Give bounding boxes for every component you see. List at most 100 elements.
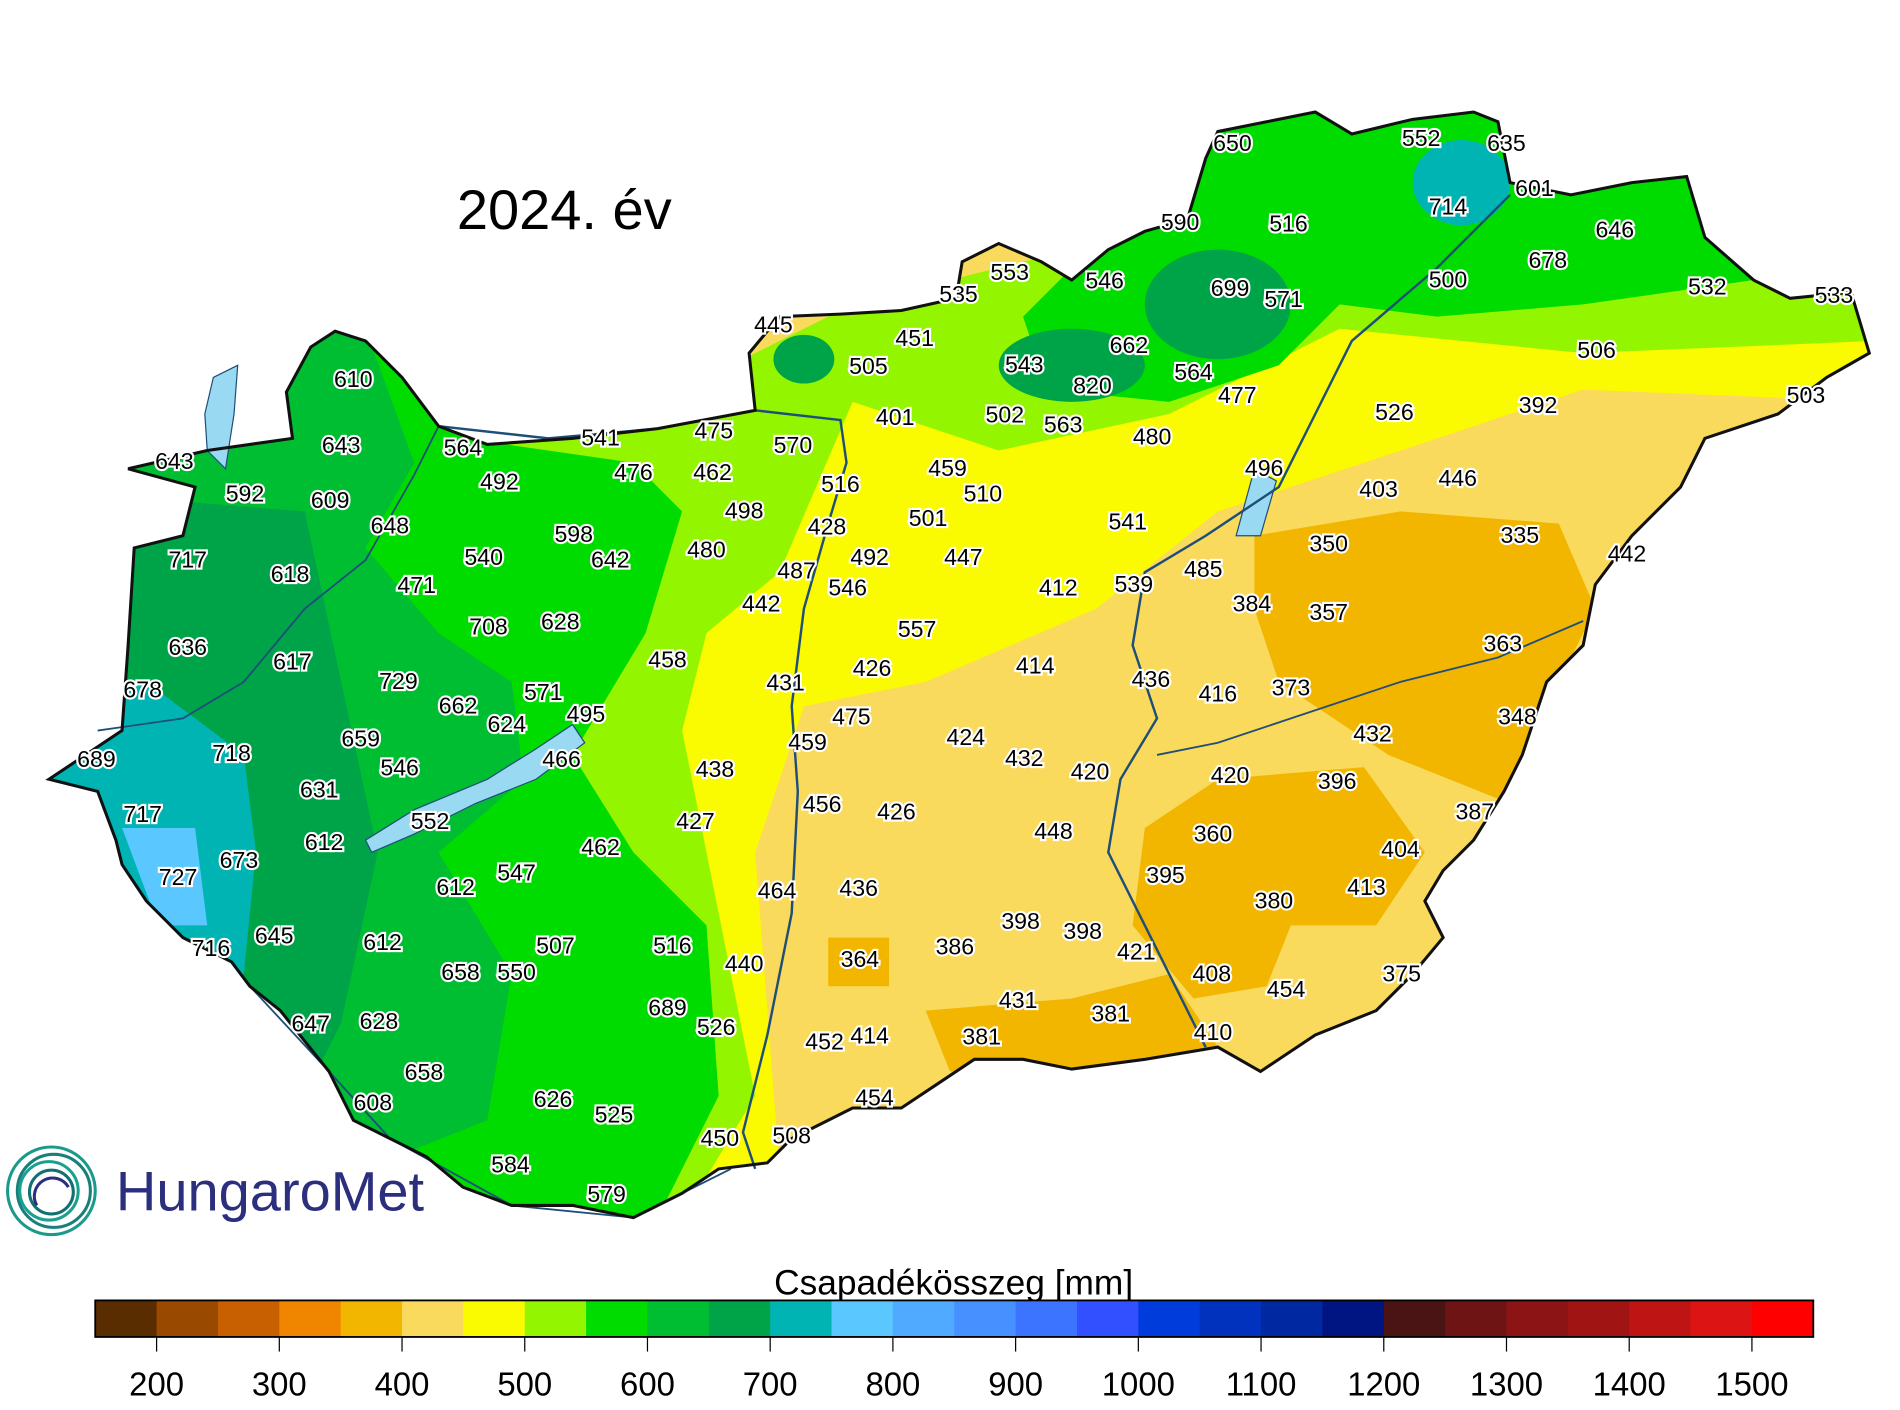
station-value-label: 564	[1174, 359, 1213, 385]
station-value-label: 381	[962, 1024, 1001, 1050]
colorbar-tick-label: 1500	[1715, 1365, 1788, 1402]
station-value-label: 717	[123, 801, 162, 827]
station-value-label: 381	[1091, 1001, 1130, 1027]
colorbar-tick-label: 200	[129, 1365, 184, 1402]
station-value-label: 635	[1487, 130, 1526, 156]
station-value-label: 612	[305, 829, 344, 855]
station-value-label: 424	[947, 724, 986, 750]
colorbar-swatch	[647, 1300, 710, 1337]
colorbar-swatch	[1506, 1300, 1569, 1337]
colorbar-swatch	[1383, 1300, 1446, 1337]
colorbar-swatch	[217, 1300, 280, 1337]
colorbar-swatch	[1629, 1300, 1692, 1337]
colorbar-swatch	[95, 1300, 158, 1337]
station-value-label: 699	[1211, 275, 1250, 301]
station-value-label: 384	[1233, 590, 1272, 616]
station-value-label: 571	[524, 679, 563, 705]
station-value-label: 373	[1272, 674, 1311, 700]
station-value-label: 584	[491, 1152, 530, 1178]
colorbar-tick-label: 900	[988, 1365, 1043, 1402]
station-value-label: 678	[1529, 247, 1568, 273]
colorbar-swatch	[770, 1300, 833, 1337]
colorbar-swatch	[279, 1300, 342, 1337]
lake-neusiedl	[204, 364, 239, 471]
river-koros	[1156, 620, 1584, 756]
station-value-label: 477	[1218, 382, 1257, 408]
station-value-label: 464	[758, 878, 797, 904]
station-value-label: 459	[788, 729, 827, 755]
colorbar-tick-label: 1400	[1593, 1365, 1666, 1402]
station-value-label: 546	[380, 755, 419, 781]
hungaromet-logo: HungaroMet	[6, 1145, 425, 1237]
colorbar-swatch	[831, 1300, 894, 1337]
station-value-label: 658	[405, 1059, 444, 1085]
station-value-label: 539	[1115, 571, 1154, 597]
station-value-label: 450	[701, 1125, 740, 1151]
station-value-label: 659	[341, 725, 380, 751]
station-value-label: 642	[591, 546, 630, 572]
station-value-label: 447	[944, 544, 983, 570]
station-value-label: 436	[1132, 666, 1171, 692]
station-value-label: 476	[614, 459, 653, 485]
station-value-label: 570	[774, 432, 813, 458]
station-value-label: 458	[648, 646, 687, 672]
station-value-label: 503	[1787, 382, 1826, 408]
river-tisza	[1107, 193, 1511, 1048]
station-value-label: 636	[168, 634, 207, 660]
colorbar-ticks: 200 300 400 500 600 700 800 900 1000 1100 1200 1300…	[129, 1336, 1788, 1402]
station-value-label: 475	[694, 417, 733, 443]
station-value-label: 475	[832, 704, 871, 730]
station-value-label: 501	[909, 505, 948, 531]
station-value-label: 480	[1133, 423, 1172, 449]
station-value-label: 456	[803, 791, 842, 817]
map-title: 2024. év	[457, 178, 672, 241]
station-value-label: 612	[363, 929, 402, 955]
station-value-label: 546	[1085, 268, 1124, 294]
station-value-label: 440	[725, 951, 764, 977]
station-value-label: 420	[1071, 758, 1110, 784]
station-value-label: 495	[567, 701, 606, 727]
station-value-label: 541	[581, 425, 620, 451]
station-value-label: 507	[536, 932, 575, 958]
colorbar-tick-label: 1200	[1347, 1365, 1420, 1402]
station-value-label: 496	[1245, 455, 1284, 481]
colorbar-tick-label: 400	[375, 1365, 430, 1402]
station-value-label: 564	[444, 434, 483, 460]
station-value-label: 442	[742, 590, 781, 616]
station-value-label: 610	[334, 366, 373, 392]
station-value-label: 647	[291, 1010, 330, 1036]
station-value-label: 598	[554, 521, 593, 547]
station-value-label: 414	[850, 1023, 889, 1049]
colorbar-tick-label: 500	[497, 1365, 552, 1402]
station-value-label: 552	[1402, 125, 1441, 151]
station-value-label: 601	[1515, 175, 1554, 201]
station-value-label: 387	[1455, 798, 1494, 824]
station-value-label: 487	[777, 557, 816, 583]
logo-swirl-icon	[6, 1145, 97, 1237]
station-value-label: 485	[1184, 556, 1223, 582]
station-value-label: 395	[1146, 862, 1185, 888]
station-value-label: 408	[1192, 960, 1231, 986]
station-value-label: 398	[1001, 908, 1040, 934]
station-value-label: 631	[300, 777, 339, 803]
station-value-label: 645	[255, 923, 294, 949]
station-value-label: 436	[839, 875, 878, 901]
station-value-label: 526	[1375, 399, 1414, 425]
station-value-label: 689	[77, 746, 116, 772]
station-value-label: 526	[697, 1014, 736, 1040]
station-value-label: 466	[542, 746, 581, 772]
station-value-label: 428	[808, 514, 847, 540]
station-value-label: 508	[772, 1122, 811, 1148]
station-value-label: 718	[212, 740, 251, 766]
station-value-label: 451	[895, 325, 934, 351]
station-value-label: 626	[534, 1086, 573, 1112]
station-value-label: 525	[595, 1102, 634, 1128]
colorbar-swatch	[892, 1300, 955, 1337]
station-value-label: 375	[1382, 960, 1421, 986]
station-value-label: 547	[497, 859, 536, 885]
colorbar-title: Csapadékösszeg [mm]	[774, 1263, 1133, 1302]
station-value-label: 492	[850, 544, 889, 570]
station-value-label: 658	[441, 959, 480, 985]
colorbar-swatch	[156, 1300, 219, 1337]
